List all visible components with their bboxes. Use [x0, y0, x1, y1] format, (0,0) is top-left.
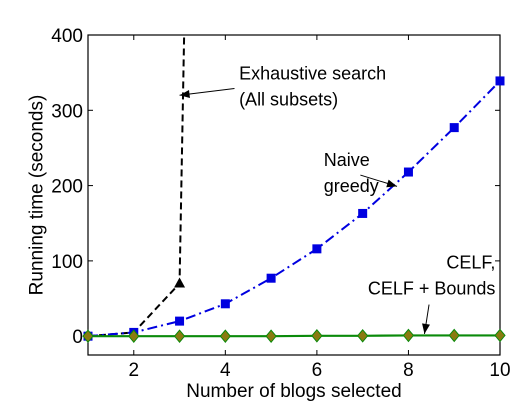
naive-series-line — [87, 80, 501, 338]
naive-annotation-line: Naive — [324, 150, 370, 170]
y-tick-label: 400 — [51, 26, 83, 47]
y-tick-label: 300 — [51, 101, 83, 122]
celf-series-line — [88, 334, 500, 338]
naive-arrowhead — [386, 179, 397, 188]
celf-annotation-line: CELF + Bounds — [368, 278, 496, 298]
celf-arrowhead — [422, 323, 430, 334]
celf-point — [357, 329, 369, 343]
celf-annotation-line: CELF, — [446, 252, 495, 272]
celf-point — [402, 328, 415, 343]
exhaustive-annotation-line: (All subsets) — [239, 89, 338, 109]
y-axis-title: Running time (seconds) — [27, 95, 48, 296]
exhaustive-arrowhead — [179, 90, 190, 98]
x-tick-label: 2 — [128, 360, 139, 381]
series-layer — [82, 34, 506, 343]
celf-point — [173, 329, 186, 343]
naive-point — [449, 123, 459, 133]
naive-point — [495, 76, 505, 86]
exhaustive-annotation-line: Exhaustive search — [239, 63, 386, 83]
naive-annotation-line: greedy — [324, 176, 379, 196]
celf-point — [448, 328, 460, 343]
celf-point — [311, 329, 323, 343]
x-axis-title: Number of blogs selected — [186, 381, 401, 402]
celf-point — [128, 329, 140, 343]
y-tick-label: 100 — [51, 252, 83, 273]
y-tick-label: 200 — [51, 177, 83, 198]
x-tick-label: 6 — [312, 360, 323, 381]
x-tick-label: 8 — [403, 360, 414, 381]
plot-area — [87, 34, 501, 356]
naive-point — [312, 244, 322, 254]
naive-point — [175, 316, 185, 326]
naive-point — [220, 299, 230, 309]
naive-point — [266, 273, 276, 283]
x-tick-label: 4 — [220, 360, 231, 381]
y-tick-label: 0 — [72, 327, 83, 348]
celf-point — [219, 329, 231, 343]
celf-point — [494, 328, 506, 343]
celf-point — [265, 329, 277, 343]
exhaustive-point — [174, 277, 186, 288]
annotations: Exhaustive search (All subsets) Naive greed… — [179, 63, 496, 334]
celf-point — [82, 329, 94, 343]
naive-point — [358, 208, 368, 218]
x-tick-label: 10 — [489, 360, 510, 381]
naive-point — [403, 167, 413, 177]
